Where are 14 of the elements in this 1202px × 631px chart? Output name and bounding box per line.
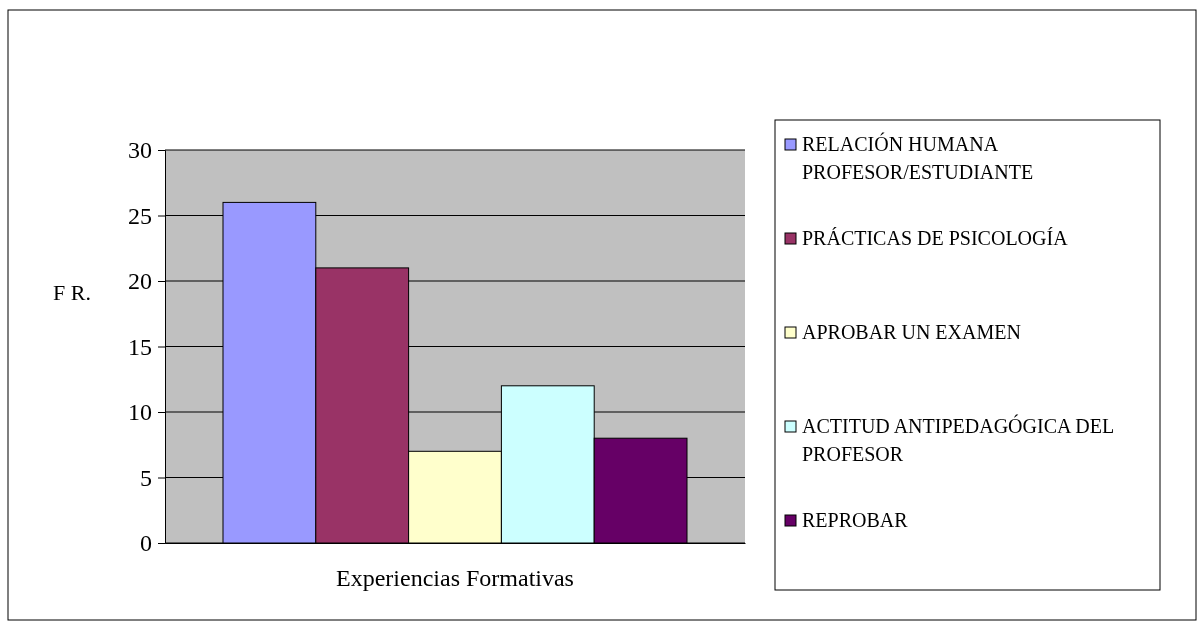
legend-label: PRÁCTICAS DE PSICOLOGÍA [802,227,1069,249]
legend-label: ACTITUD ANTIPEDAGÓGICA DEL PROFESOR [802,414,1115,465]
y-tick-label: 10 [128,399,152,426]
y-tick-label: 25 [128,202,152,229]
legend-label: REPROBAR [802,509,909,531]
y-tick-label: 5 [140,464,152,491]
y-tick-label: 20 [128,268,152,295]
legend-label: APROBAR UN EXAMEN [802,321,1021,343]
legend-label: RELACIÓN HUMANA PROFESOR/ESTUDIANTE [802,132,1034,183]
x-tick-label: Experiencias Formativas [336,565,574,592]
y-axis-title: F R. [53,280,91,305]
y-tick-label: 0 [140,530,152,557]
y-tick-label: 30 [128,137,152,164]
y-tick-label: 15 [128,333,152,360]
